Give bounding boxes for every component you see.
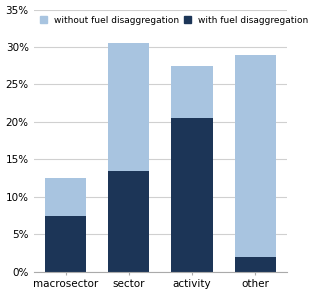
Bar	[171, 66, 213, 118]
Bar	[45, 216, 86, 272]
Legend: without fuel disaggregation, with fuel disaggregation: without fuel disaggregation, with fuel d…	[38, 14, 310, 27]
Bar	[235, 257, 276, 272]
Bar	[171, 118, 213, 272]
Bar	[235, 55, 276, 257]
Bar	[45, 178, 86, 216]
Bar	[108, 43, 149, 171]
Bar	[108, 171, 149, 272]
